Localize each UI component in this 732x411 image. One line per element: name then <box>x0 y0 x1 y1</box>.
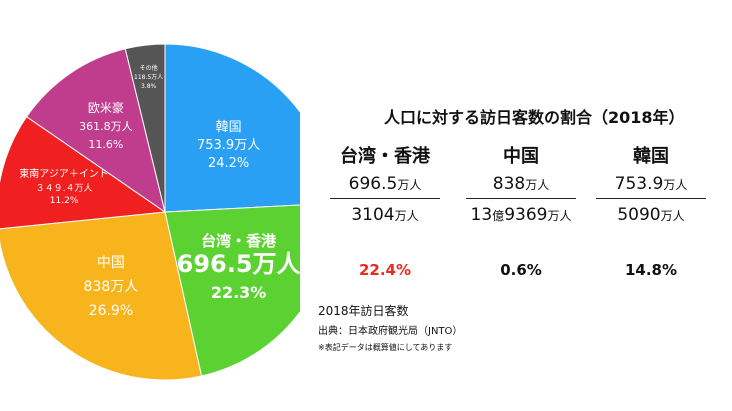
slice-name-label: 中国 <box>97 255 125 271</box>
fraction-line <box>466 198 576 199</box>
fraction-line <box>596 198 706 199</box>
column-china: 中国 838万人 13億9369万人 0.6% <box>462 144 580 279</box>
slice-name-label: 東南アジア＋インド <box>19 167 109 180</box>
slice-percent-label: 11.6% <box>88 138 123 151</box>
slice-name-label: 欧米豪 <box>88 100 124 115</box>
slice-value-label: 838万人 <box>84 279 139 295</box>
population-value: 3104万人 <box>351 205 419 225</box>
slice-value-label: 753.9万人 <box>197 138 260 153</box>
population-value: 5090万人 <box>617 205 685 225</box>
pie-slice <box>0 211 203 381</box>
visitors-value: 753.9万人 <box>614 174 688 194</box>
slice-value-label: 118.5万人 <box>134 74 163 81</box>
slice-value-label: ３４９.４万人 <box>36 183 93 194</box>
column-name: 韓国 <box>633 146 669 167</box>
pie-slice <box>124 43 166 213</box>
slice-percent-label: 22.3% <box>211 283 267 302</box>
column-name: 中国 <box>503 146 539 167</box>
column-name: 台湾・香港 <box>340 146 430 167</box>
slice-name-label: 韓国 <box>216 120 242 135</box>
chart-caption-source: 出典：日本政府観光局（JNTO） <box>318 326 463 337</box>
slice-percent-label: 24.2% <box>208 156 249 171</box>
slice-name-label: 台湾・香港 <box>201 232 277 250</box>
population-value: 13億9369万人 <box>470 205 572 225</box>
visitors-value: 696.5万人 <box>348 174 422 194</box>
visitors-value: 838万人 <box>492 174 550 194</box>
ratio-value: 0.6% <box>500 261 542 279</box>
column-korea: 韓国 753.9万人 5090万人 14.8% <box>592 144 710 279</box>
slice-percent-label: 11.2% <box>50 196 79 206</box>
pie-slice <box>164 204 300 377</box>
pie-slice <box>0 116 167 230</box>
slice-value-label: 696.5万人 <box>177 250 300 278</box>
ratio-value: 14.8% <box>624 261 678 279</box>
slice-percent-label: 3.8% <box>141 83 157 90</box>
slice-value-label: 361.8万人 <box>79 120 133 133</box>
column-taiwan-hongkong: 台湾・香港 696.5万人 3104万人 22.4% <box>326 144 444 279</box>
fraction-line <box>330 198 440 199</box>
slice-name-label: その他 <box>140 64 158 72</box>
pie-slice <box>25 48 166 214</box>
pie-slice <box>164 43 300 213</box>
chart-caption-note: ※表記データは概算値にしてあります <box>318 343 453 352</box>
slice-percent-label: 26.9% <box>89 303 133 319</box>
table-title: 人口に対する訪日客数の割合（2018年） <box>384 108 685 127</box>
chart-caption-title: 2018年訪日客数 <box>318 304 409 318</box>
ratio-value: 22.4% <box>358 261 412 279</box>
